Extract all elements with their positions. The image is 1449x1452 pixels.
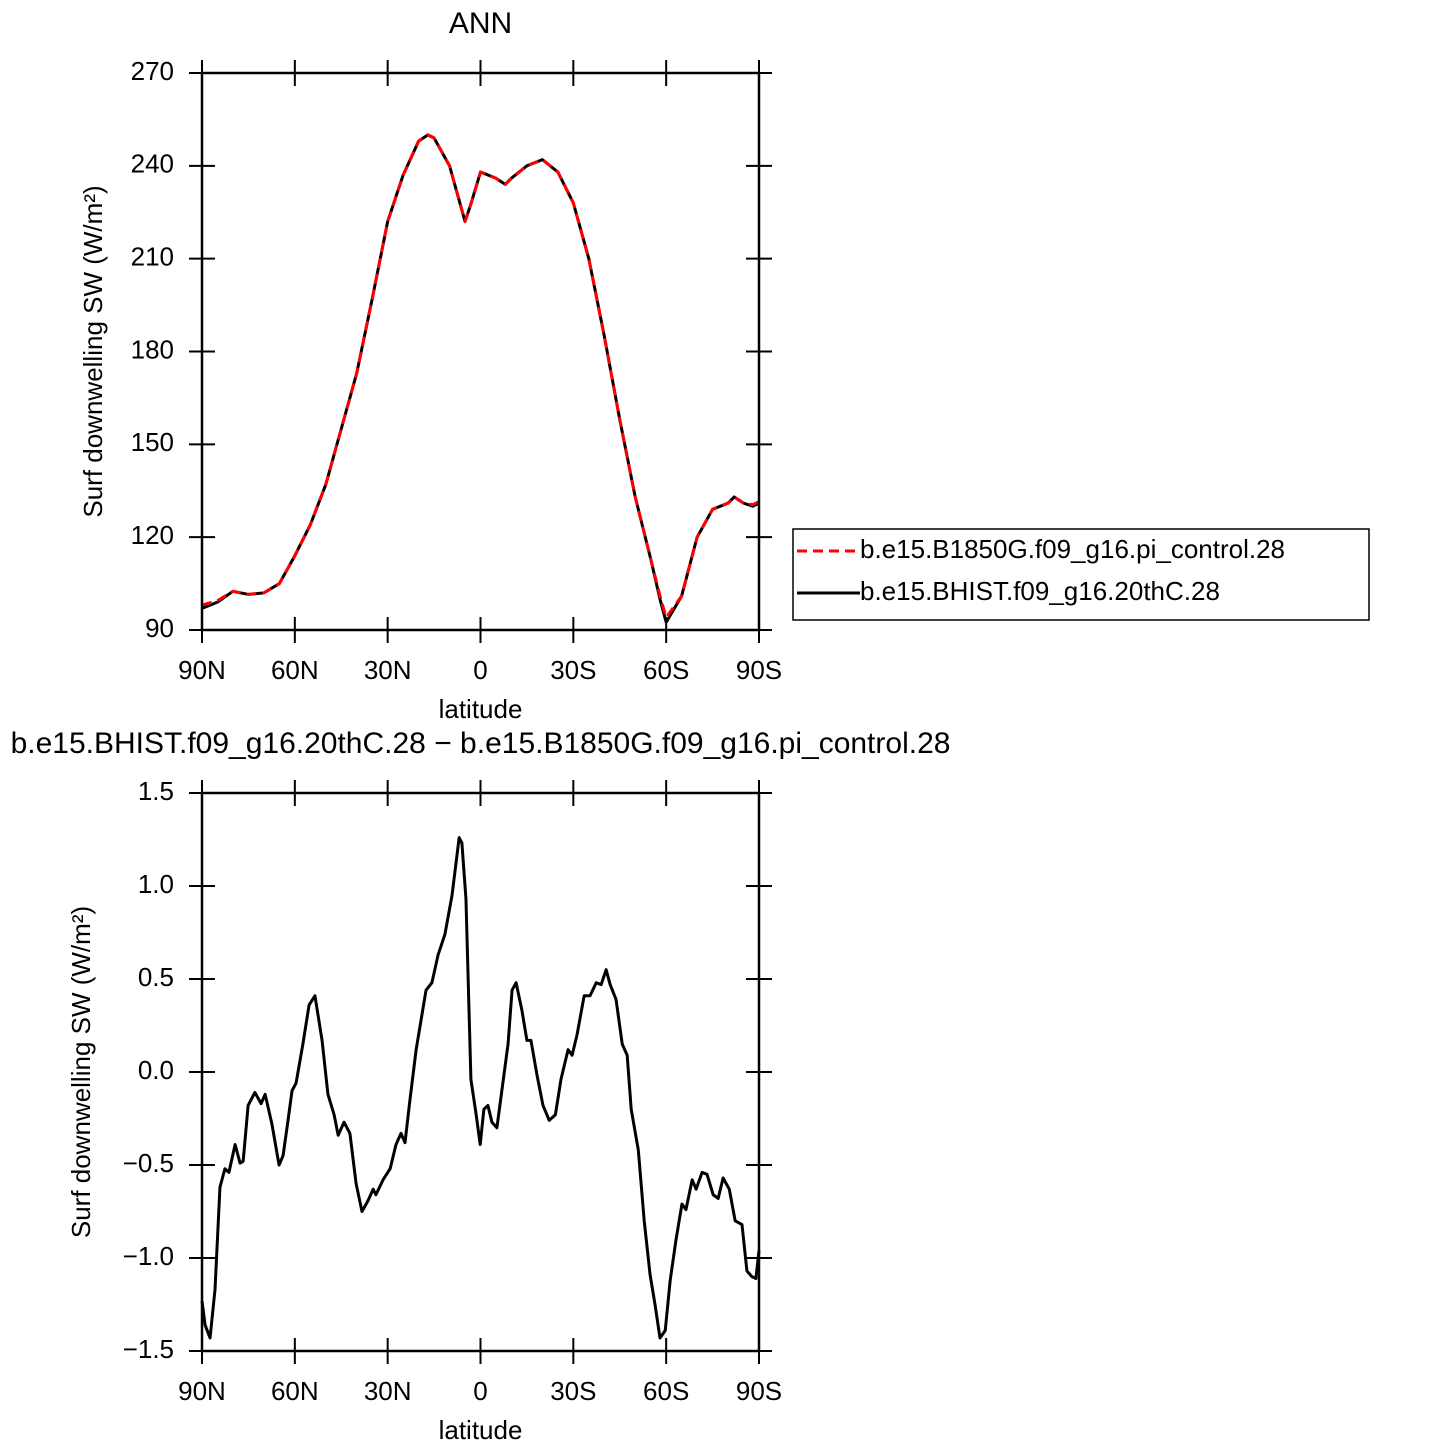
- x-tick-label: 0: [473, 655, 487, 685]
- y-axis-label: Surf downwelling SW (W/m²): [78, 185, 108, 517]
- plot-frame: [200, 791, 761, 1353]
- y-tick-label: 210: [131, 242, 174, 272]
- data-line: [201, 133, 760, 624]
- y-tick-label: 150: [131, 427, 174, 457]
- legend-label: b.e15.B1850G.f09_g16.pi_control.28: [860, 534, 1285, 564]
- y-axis-label: Surf downwelling SW (W/m²): [66, 906, 96, 1238]
- x-axis-label: latitude: [439, 1415, 523, 1445]
- y-tick-label: 1.5: [138, 776, 174, 806]
- x-tick-label: 90N: [178, 655, 226, 685]
- x-tick-label: 30N: [364, 655, 412, 685]
- x-tick-label: 60S: [643, 655, 689, 685]
- y-tick-label: 120: [131, 520, 174, 550]
- x-axis-label: latitude: [439, 694, 523, 724]
- y-tick-label: 270: [131, 56, 174, 86]
- y-tick-label: 0.0: [138, 1055, 174, 1085]
- legend-box: [792, 528, 1370, 621]
- x-tick-label: 60S: [643, 1376, 689, 1406]
- plot-frame: [200, 71, 761, 632]
- y-tick-label: 240: [131, 149, 174, 179]
- y-tick-label: 180: [131, 334, 174, 364]
- y-tick-label: 0.5: [138, 962, 174, 992]
- y-tick-label: −0.5: [123, 1148, 174, 1178]
- chart-title: b.e15.BHIST.f09_g16.20thC.28 − b.e15.B18…: [11, 727, 951, 760]
- x-tick-label: 30S: [550, 1376, 596, 1406]
- y-tick-label: 1.0: [138, 869, 174, 899]
- x-tick-label: 30N: [364, 1376, 412, 1406]
- x-tick-label: 90N: [178, 1376, 226, 1406]
- data-line: [201, 133, 760, 620]
- legend-label: b.e15.BHIST.f09_g16.20thC.28: [860, 576, 1220, 606]
- chart-title: ANN: [449, 7, 512, 40]
- y-tick-label: −1.5: [123, 1334, 174, 1364]
- x-tick-label: 90S: [736, 655, 782, 685]
- x-tick-label: 60N: [271, 1376, 319, 1406]
- x-tick-label: 0: [473, 1376, 487, 1406]
- x-tick-label: 60N: [271, 655, 319, 685]
- y-tick-label: 90: [145, 613, 174, 643]
- x-tick-label: 30S: [550, 655, 596, 685]
- x-tick-label: 90S: [736, 1376, 782, 1406]
- y-tick-label: −1.0: [123, 1241, 174, 1271]
- data-line: [200, 836, 761, 1340]
